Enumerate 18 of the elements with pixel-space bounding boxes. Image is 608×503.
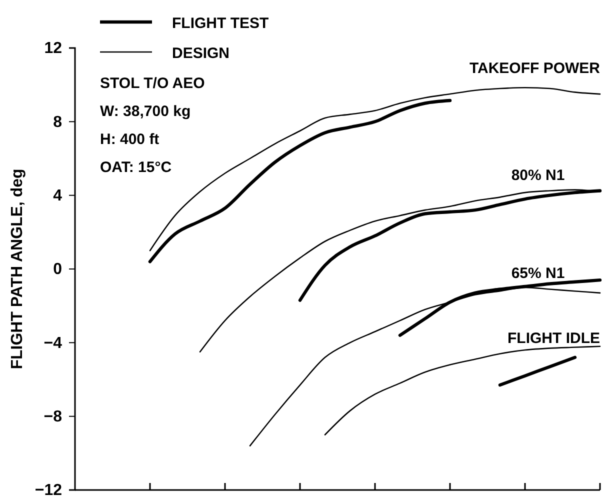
annotation: STOL T/O AEO (100, 75, 206, 92)
annotation: OAT: 15°C (100, 159, 172, 176)
y-tick-label: 4 (53, 187, 62, 204)
annotation: 65% N1 (511, 265, 565, 282)
y-axis-title: FLIGHT PATH ANGLE, deg (9, 168, 26, 370)
y-tick-label: −8 (44, 408, 62, 426)
annotation: W: 38,700 kg (100, 103, 191, 120)
y-tick-label: 0 (53, 261, 62, 278)
annotation: H: 400 ft (100, 131, 160, 148)
y-tick-label: 12 (44, 40, 62, 58)
annotation: TAKEOFF POWER (469, 60, 600, 77)
y-tick-label: 8 (53, 114, 62, 131)
y-tick-label: −4 (44, 334, 62, 352)
annotation: 80% N1 (511, 167, 565, 184)
annotation: FLIGHT IDLE (508, 330, 600, 347)
y-tick-label: −12 (34, 482, 62, 500)
legend-label: DESIGN (172, 45, 230, 62)
legend-label: FLIGHT TEST (172, 15, 269, 32)
